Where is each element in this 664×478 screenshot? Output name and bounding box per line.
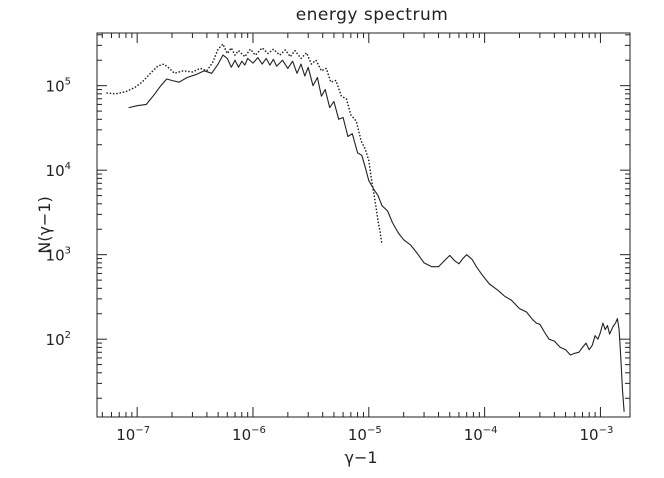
- dotted-series-line: [106, 43, 383, 246]
- x-tick-label-exponent: −6: [251, 425, 266, 436]
- x-tick-label: 10−3: [580, 425, 614, 444]
- y-tick-label-exponent: 2: [65, 330, 71, 341]
- plot-frame: [96, 32, 631, 418]
- x-tick-label-exponent: −3: [599, 425, 614, 436]
- x-axis-label: γ−1: [344, 448, 377, 467]
- solid-series-line: [128, 54, 625, 412]
- x-tick-label-base: 10: [464, 426, 483, 444]
- x-tick-label-base: 10: [116, 426, 135, 444]
- y-tick-label-exponent: 4: [65, 161, 71, 172]
- y-tick-label-exponent: 5: [65, 77, 71, 88]
- x-tick-label-base: 10: [348, 426, 367, 444]
- y-tick-label: 102: [46, 330, 71, 349]
- y-axis-label: N(γ−1): [35, 196, 54, 254]
- x-tick-label: 10−6: [232, 425, 266, 444]
- y-tick-label: 105: [46, 77, 71, 96]
- x-tick-label: 10−7: [116, 425, 150, 444]
- x-tick-label-exponent: −5: [367, 425, 382, 436]
- x-tick-label-base: 10: [232, 426, 251, 444]
- y-tick-label-exponent: 3: [65, 246, 71, 257]
- x-tick-label: 10−4: [464, 425, 498, 444]
- y-tick-label: 103: [46, 246, 71, 265]
- x-tick-label-exponent: −4: [483, 425, 498, 436]
- y-tick-label-base: 10: [46, 331, 65, 349]
- x-tick-label-base: 10: [580, 426, 599, 444]
- series-group: [106, 43, 625, 412]
- x-axis: 10−7 10−6 10−5 10−4 10−3: [101, 33, 614, 444]
- y-tick-label-base: 10: [46, 78, 65, 96]
- x-tick-label-exponent: −7: [135, 425, 150, 436]
- y-tick-label-base: 10: [46, 162, 65, 180]
- y-tick-label: 104: [46, 161, 71, 180]
- y-tick-label-base: 10: [46, 247, 65, 265]
- chart-title: energy spectrum: [296, 5, 449, 25]
- x-tick-label: 10−5: [348, 425, 382, 444]
